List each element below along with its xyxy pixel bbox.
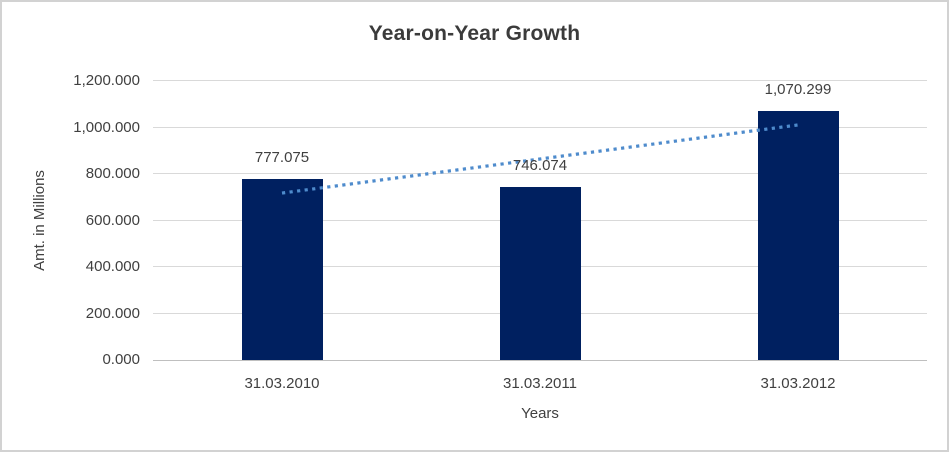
y-tick-label: 1,200.000 — [73, 72, 140, 89]
y-tick-label: 800.000 — [85, 165, 140, 182]
bar-31.03.2012 — [757, 111, 839, 360]
gridline — [153, 173, 927, 174]
data-label: 1,070.299 — [764, 81, 832, 99]
bar-31.03.2011 — [499, 186, 581, 360]
trendline — [281, 123, 799, 195]
x-tick-label: 31.03.2010 — [244, 375, 320, 392]
gridline — [153, 80, 927, 81]
x-axis-title: Years — [521, 405, 559, 422]
plot-area: 777.075 746.074 1,070.299 — [153, 80, 927, 361]
y-tick-label: 0.000 — [102, 351, 140, 368]
x-tick-label: 31.03.2011 — [503, 375, 577, 392]
data-label: 777.075 — [254, 149, 310, 167]
gridline — [153, 126, 927, 128]
y-tick-label: 600.000 — [85, 211, 140, 229]
y-tick-label: 200.000 — [85, 304, 140, 322]
y-tick-label: 1,000.000 — [73, 118, 140, 136]
x-tick-label: 31.03.2012 — [760, 375, 836, 392]
y-tick-label: 400.000 — [85, 258, 140, 275]
data-label: 746.074 — [512, 156, 568, 174]
bars-layer — [153, 81, 927, 360]
trendline-segment — [281, 123, 799, 195]
x-axis-line — [153, 360, 927, 361]
bar-31.03.2010 — [241, 179, 323, 360]
chart-title: Year-on-Year Growth — [368, 22, 581, 45]
